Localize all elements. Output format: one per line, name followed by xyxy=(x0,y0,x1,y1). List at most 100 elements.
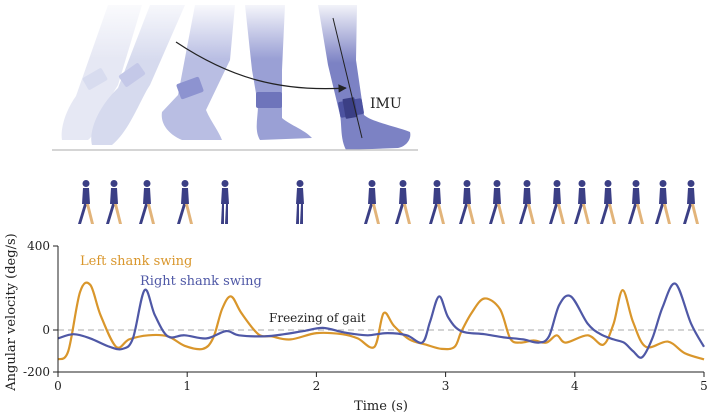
series-layer xyxy=(57,281,705,361)
figure-leg xyxy=(429,204,438,224)
figure-torso xyxy=(399,188,407,204)
leg-3 xyxy=(161,5,235,140)
figure-head xyxy=(181,180,189,187)
axes: 0 1 2 3 4 5 400 0 -200 xyxy=(23,239,707,393)
figure-leg xyxy=(489,204,498,224)
legend-right-shank: Right shank swing xyxy=(140,274,262,289)
walking-figures-row xyxy=(78,180,699,224)
figure-torso xyxy=(433,188,441,204)
figure-head xyxy=(659,180,667,187)
figure-leg xyxy=(185,204,193,224)
x-tick-label: 1 xyxy=(183,379,191,393)
walking-figure xyxy=(139,180,155,224)
figure-leg xyxy=(437,204,445,224)
figure-leg xyxy=(139,204,148,224)
left-shank-series-line xyxy=(57,281,705,361)
figure-leg xyxy=(519,204,528,224)
walking-figure xyxy=(364,180,380,224)
y-tick-label: 400 xyxy=(27,239,50,253)
walking-figure xyxy=(78,180,94,224)
walking-figure xyxy=(177,180,193,224)
figure-leg xyxy=(459,204,468,224)
figure-leg xyxy=(221,204,224,224)
walking-figure xyxy=(489,180,505,224)
figure-leg xyxy=(557,204,565,224)
shank-axis-line xyxy=(332,17,363,139)
x-tick-label: 0 xyxy=(54,379,62,393)
walking-figure xyxy=(221,180,229,224)
figure-torso xyxy=(604,188,612,204)
x-tick-label: 4 xyxy=(571,379,579,393)
walking-figure xyxy=(574,180,590,224)
figure-torso xyxy=(493,188,501,204)
figure-leg xyxy=(549,204,558,224)
figure-leg xyxy=(86,204,94,224)
figure-leg xyxy=(147,204,155,224)
figure-torso xyxy=(221,188,229,204)
leg-2 xyxy=(91,5,185,145)
figure-leg xyxy=(114,204,122,224)
figure-leg xyxy=(78,204,87,224)
figure-head xyxy=(463,180,471,187)
figure-head xyxy=(399,180,407,187)
figure-torso xyxy=(143,188,151,204)
figure-torso xyxy=(463,188,471,204)
figure-head xyxy=(523,180,531,187)
figure-leg xyxy=(364,204,373,224)
figure-torso xyxy=(296,188,304,204)
figure-leg xyxy=(663,204,671,224)
walking-figure xyxy=(655,180,671,224)
figure-leg xyxy=(497,204,505,224)
figure-leg xyxy=(628,204,637,224)
trajectory-arrow xyxy=(175,41,347,93)
figure-head xyxy=(433,180,441,187)
legend-left-shank: Left shank swing xyxy=(80,254,192,269)
figure-head xyxy=(221,180,229,187)
figure-leg xyxy=(106,204,115,224)
x-tick-label: 5 xyxy=(700,379,707,393)
figure-head xyxy=(632,180,640,187)
walking-figure xyxy=(600,180,616,224)
figure-leg xyxy=(467,204,475,224)
figure-leg xyxy=(636,204,644,224)
leg-4 xyxy=(245,5,312,140)
walking-figure xyxy=(106,180,122,224)
figure-torso xyxy=(578,188,586,204)
imu-label: IMU xyxy=(370,96,402,112)
figure-torso xyxy=(659,188,667,204)
figure-leg xyxy=(527,204,535,224)
figure-torso xyxy=(523,188,531,204)
angular-velocity-chart: 0 1 2 3 4 5 400 0 -200 Time (s) Angular velocity… xyxy=(4,233,707,414)
x-tick-label: 3 xyxy=(442,379,450,393)
figure-leg xyxy=(300,204,303,224)
figure-leg xyxy=(225,204,228,224)
figure-torso xyxy=(632,188,640,204)
x-tick-label: 2 xyxy=(313,379,321,393)
y-tick-label: 0 xyxy=(42,323,50,337)
figure-leg xyxy=(403,204,411,224)
figure-leg xyxy=(177,204,186,224)
figure-head xyxy=(296,180,304,187)
figure-leg xyxy=(691,204,699,224)
figure-head xyxy=(368,180,376,187)
walking-figure xyxy=(395,180,411,224)
figure-leg xyxy=(574,204,583,224)
figure-head xyxy=(493,180,501,187)
figure-torso xyxy=(110,188,118,204)
figure-leg xyxy=(582,204,590,224)
right-shank-series-line xyxy=(57,282,705,359)
figure-head xyxy=(578,180,586,187)
figure-leg xyxy=(296,204,299,224)
figure-head xyxy=(553,180,561,187)
walking-figure xyxy=(296,180,304,224)
walking-figure xyxy=(519,180,535,224)
figure-head xyxy=(143,180,151,187)
figure-leg xyxy=(655,204,664,224)
figure-head xyxy=(82,180,90,187)
figure-leg xyxy=(600,204,609,224)
figure-leg xyxy=(395,204,404,224)
figure-torso xyxy=(368,188,376,204)
leg-1 xyxy=(61,5,142,140)
figure-torso xyxy=(687,188,695,204)
